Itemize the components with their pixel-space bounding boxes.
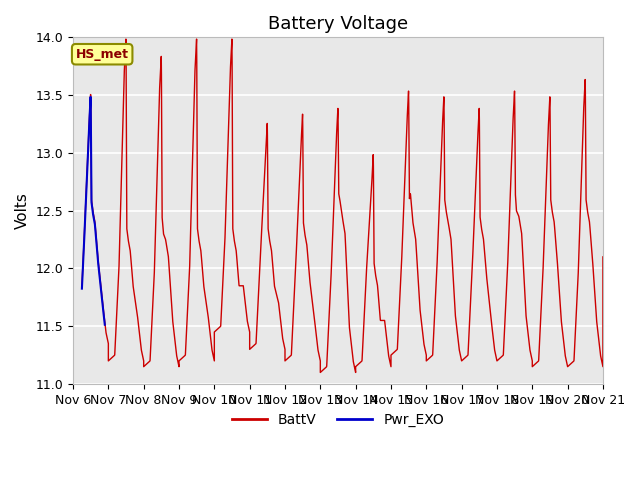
Text: HS_met: HS_met	[76, 48, 129, 61]
Title: Battery Voltage: Battery Voltage	[268, 15, 408, 33]
Y-axis label: Volts: Volts	[15, 192, 30, 229]
Legend: BattV, Pwr_EXO: BattV, Pwr_EXO	[227, 408, 449, 432]
